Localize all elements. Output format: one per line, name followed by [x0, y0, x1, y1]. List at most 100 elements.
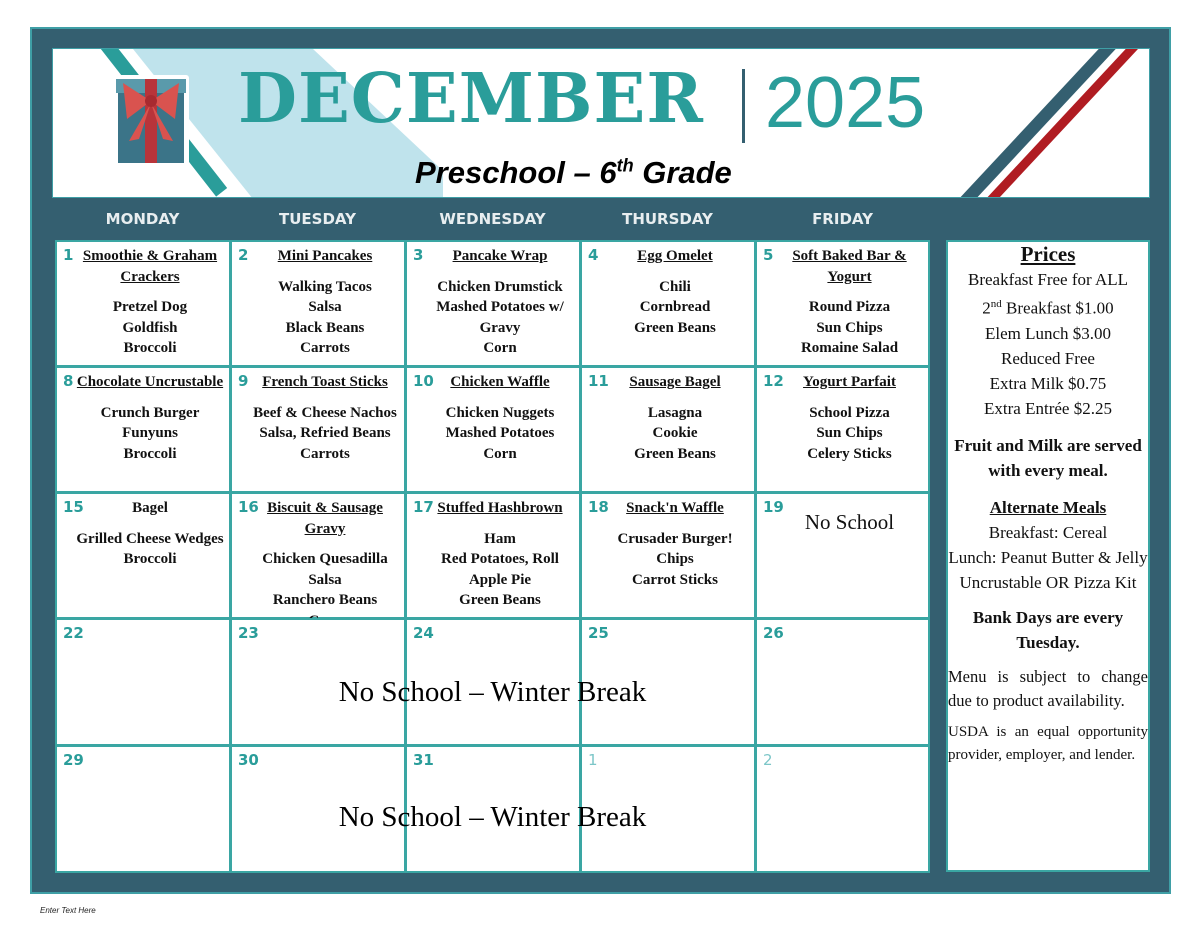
price-line: Extra Milk $0.75	[989, 373, 1107, 393]
menu-items: French Toast Sticks Beef & Cheese Nachos S…	[232, 368, 404, 464]
menu-item: Pretzel Dog	[112, 299, 188, 315]
title-divider	[742, 69, 745, 143]
menu-item: Crusader Burger!	[617, 530, 733, 547]
entree: Soft Baked Bar & Yogurt	[792, 248, 907, 285]
spacer	[75, 393, 225, 403]
entree: Sausage Bagel	[629, 374, 721, 390]
entree: Yogurt Parfait	[803, 374, 896, 390]
day-cell: 11 Sausage Bagel Lasagna Cookie Green Beans	[580, 366, 756, 493]
day-cell: 10 Chicken Waffle Chicken Nuggets Mashed Po…	[405, 366, 581, 493]
price-line: Extra Entrée $2.25	[984, 398, 1112, 418]
info-sidebar: Prices Breakfast Free for ALL 2nd Breakfa…	[946, 240, 1150, 872]
menu-items: Yogurt Parfait School Pizza Sun Chips Celer…	[757, 368, 928, 464]
date-number: 1	[588, 751, 598, 769]
spacer	[425, 267, 575, 277]
winter-break-label: No School – Winter Break	[338, 801, 647, 833]
day-cell: 12 Yogurt Parfait School Pizza Sun Chips Cel…	[755, 366, 930, 493]
bank-days-note: Bank Days are every Tuesday.	[972, 607, 1124, 652]
menu-item: Corn	[483, 340, 517, 356]
date-number: 30	[238, 751, 259, 769]
date-number: 12	[763, 372, 784, 390]
date-number: 2	[763, 751, 773, 769]
menu-item: Green Beans	[459, 592, 541, 608]
entree: Biscuit & Sausage Gravy	[267, 500, 383, 537]
date-number: 11	[588, 372, 609, 390]
spacer	[75, 519, 225, 529]
entree: Pancake Wrap	[452, 248, 548, 264]
menu-item: Chicken Quesadilla	[262, 551, 388, 567]
menu-item: Red Potatoes, Roll	[441, 551, 559, 567]
entree: Egg Omelet	[637, 248, 713, 264]
menu-item: Chicken Drumstick	[437, 278, 563, 295]
menu-item: Carrots	[300, 445, 350, 462]
day-cell: 15 Bagel Grilled Cheese Wedges Broccoli	[55, 492, 231, 619]
date-number: 2	[238, 246, 249, 264]
menu-item: Salsa, Refried Beans	[259, 425, 391, 441]
menu-item: Ham	[484, 530, 516, 547]
gift-icon	[113, 75, 189, 167]
price-line: Elem Lunch $3.00	[984, 323, 1112, 343]
menu-items: Smoothie & Graham Crackers Pretzel Dog Gol…	[57, 242, 229, 359]
day-header-monday: MONDAY	[105, 210, 180, 228]
date-number: 5	[763, 246, 774, 264]
day-header-friday: FRIDAY	[812, 210, 873, 228]
date-number: 10	[413, 372, 434, 390]
day-cell: 22	[55, 618, 231, 746]
menu-item: Goldfish	[122, 319, 178, 336]
menu-item: Broccoli	[123, 445, 177, 462]
spacer	[250, 267, 400, 277]
date-number: 22	[63, 624, 84, 642]
day-cell: 25	[580, 618, 756, 746]
spacer	[250, 393, 400, 403]
menu-items: Chicken Waffle Chicken Nuggets Mashed Pota…	[407, 368, 579, 464]
date-number: 9	[238, 372, 249, 390]
menu-items: Chocolate Uncrustable Crunch Burger Funyun…	[57, 368, 229, 464]
date-number: 25	[588, 624, 609, 642]
day-cell: 1 Smoothie & Graham Crackers Pretzel Dog Go…	[55, 240, 231, 367]
prices-heading: Prices	[1020, 242, 1076, 266]
menu-item: Chicken Nuggets	[445, 404, 555, 421]
menu-items: Biscuit & Sausage Gravy Chicken Quesadill…	[232, 494, 404, 631]
menu-item: Green Beans	[634, 319, 716, 336]
menu-items: Pancake Wrap Chicken Drumstick Mashed Pota…	[407, 242, 579, 359]
menu-item: Round Pizza	[808, 299, 891, 315]
menu-item: Carrot Sticks	[632, 571, 718, 588]
spacer	[250, 539, 400, 549]
menu-item: Broccoli	[123, 340, 177, 356]
date-number: 8	[63, 372, 74, 390]
date-number: 26	[763, 624, 784, 642]
date-number: 16	[238, 498, 259, 516]
menu-items: No School	[757, 494, 928, 533]
menu-item: Sun Chips	[816, 425, 883, 441]
day-cell: 5 Soft Baked Bar & Yogurt Round Pizza Sun C…	[755, 240, 930, 367]
spacer	[425, 519, 575, 529]
menu-item: Mashed Potatoes w/ Gravy	[436, 299, 564, 336]
entree: Bagel	[132, 500, 168, 516]
day-cell: 24	[405, 618, 581, 746]
date-number: 3	[413, 246, 424, 264]
day-cell: 1	[580, 745, 756, 873]
menu-item: Salsa	[308, 299, 342, 315]
day-cell: 19 No School	[755, 492, 930, 619]
date-number: 19	[763, 498, 784, 516]
spacer	[600, 519, 750, 529]
menu-items: Egg Omelet Chili Cornbread Green Beans	[582, 242, 754, 338]
spacer	[775, 393, 924, 403]
date-number: 17	[413, 498, 434, 516]
calendar-header: DECEMBER 2025 Preschool – 6th Grade	[52, 48, 1150, 198]
menu-items: Sausage Bagel Lasagna Cookie Green Beans	[582, 368, 754, 464]
fruit-note: Fruit and Milk are served with every mea…	[954, 435, 1142, 480]
menu-item: School Pizza	[809, 404, 890, 421]
menu-item: Apple Pie	[468, 571, 532, 588]
menu-item: Sun Chips	[816, 319, 883, 336]
day-cell: 17 Stuffed Hashbrown Ham Red Potatoes, Roll…	[405, 492, 581, 619]
date-number: 29	[63, 751, 84, 769]
menu-items: Bagel Grilled Cheese Wedges Broccoli	[57, 494, 229, 570]
menu-item: Celery Sticks	[807, 445, 892, 462]
day-cell: 23	[230, 618, 406, 746]
menu-items	[582, 747, 754, 751]
winter-break-label: No School – Winter Break	[338, 676, 647, 708]
date-number: 31	[413, 751, 434, 769]
entree: Snack'n Waffle	[626, 500, 724, 516]
menu-item: Salsa	[308, 571, 342, 588]
